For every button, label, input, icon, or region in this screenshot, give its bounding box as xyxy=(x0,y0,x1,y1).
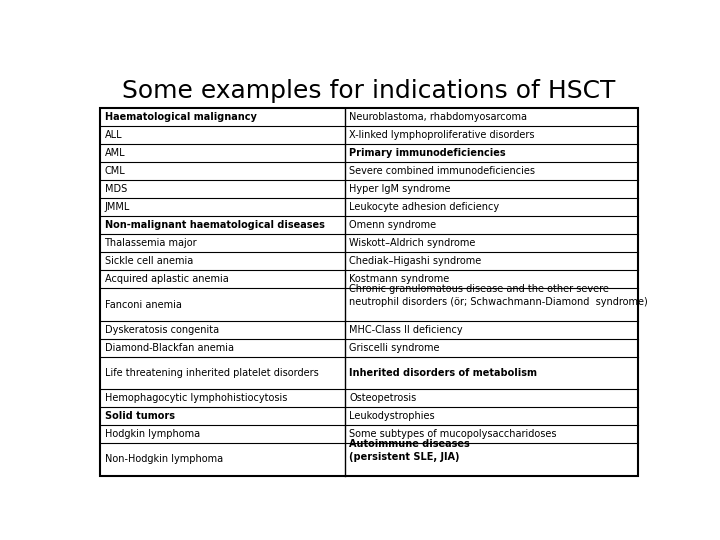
Text: Leukocyte adhesion deficiency: Leukocyte adhesion deficiency xyxy=(349,202,500,212)
Text: CML: CML xyxy=(104,166,125,177)
Bar xyxy=(100,109,638,476)
Text: Kostmann syndrome: Kostmann syndrome xyxy=(349,274,449,285)
Text: Primary immunodeficiencies: Primary immunodeficiencies xyxy=(349,148,506,158)
Text: JMML: JMML xyxy=(104,202,130,212)
Text: Hemophagocytic lymphohistiocytosis: Hemophagocytic lymphohistiocytosis xyxy=(104,393,287,403)
Text: Non-Hodgkin lymphoma: Non-Hodgkin lymphoma xyxy=(104,455,222,464)
Text: Neuroblastoma, rhabdomyosarcoma: Neuroblastoma, rhabdomyosarcoma xyxy=(349,112,527,123)
Text: Autoimmune diseases
(persistent SLE, JIA): Autoimmune diseases (persistent SLE, JIA… xyxy=(349,439,470,462)
Text: Sickle cell anemia: Sickle cell anemia xyxy=(104,256,193,266)
Text: Thalassemia major: Thalassemia major xyxy=(104,239,197,248)
Text: Omenn syndrome: Omenn syndrome xyxy=(349,220,436,231)
Text: Chronic granulomatous disease and the other severe
neutrophil disorders (ör; Sch: Chronic granulomatous disease and the ot… xyxy=(349,285,648,307)
Text: Diamond-Blackfan anemia: Diamond-Blackfan anemia xyxy=(104,343,233,353)
Text: Life threatening inherited platelet disorders: Life threatening inherited platelet diso… xyxy=(104,368,318,378)
Text: Acquired aplastic anemia: Acquired aplastic anemia xyxy=(104,274,228,285)
Text: Some subtypes of mucopolysaccharidoses: Some subtypes of mucopolysaccharidoses xyxy=(349,429,557,439)
Text: Osteopetrosis: Osteopetrosis xyxy=(349,393,416,403)
Text: Wiskott–Aldrich syndrome: Wiskott–Aldrich syndrome xyxy=(349,239,476,248)
Text: Severe combined immunodeficiencies: Severe combined immunodeficiencies xyxy=(349,166,535,177)
Text: Dyskeratosis congenita: Dyskeratosis congenita xyxy=(104,325,219,335)
Text: Hyper IgM syndrome: Hyper IgM syndrome xyxy=(349,185,451,194)
Text: Griscelli syndrome: Griscelli syndrome xyxy=(349,343,440,353)
Text: Solid tumors: Solid tumors xyxy=(104,411,174,421)
Text: MHC-Class II deficiency: MHC-Class II deficiency xyxy=(349,325,463,335)
Text: ALL: ALL xyxy=(104,131,122,140)
Text: Some examples for indications of HSCT: Some examples for indications of HSCT xyxy=(122,79,616,103)
Text: Non-malignant haematological diseases: Non-malignant haematological diseases xyxy=(104,220,325,231)
Text: MDS: MDS xyxy=(104,185,127,194)
Text: Fanconi anemia: Fanconi anemia xyxy=(104,300,181,309)
Text: Inherited disorders of metabolism: Inherited disorders of metabolism xyxy=(349,368,537,378)
Text: Haematological malignancy: Haematological malignancy xyxy=(104,112,256,123)
Text: X-linked lymphoproliferative disorders: X-linked lymphoproliferative disorders xyxy=(349,131,535,140)
Text: Chediak–Higashi syndrome: Chediak–Higashi syndrome xyxy=(349,256,482,266)
Text: Leukodystrophies: Leukodystrophies xyxy=(349,411,435,421)
Text: AML: AML xyxy=(104,148,125,158)
Text: Hodgkin lymphoma: Hodgkin lymphoma xyxy=(104,429,199,439)
